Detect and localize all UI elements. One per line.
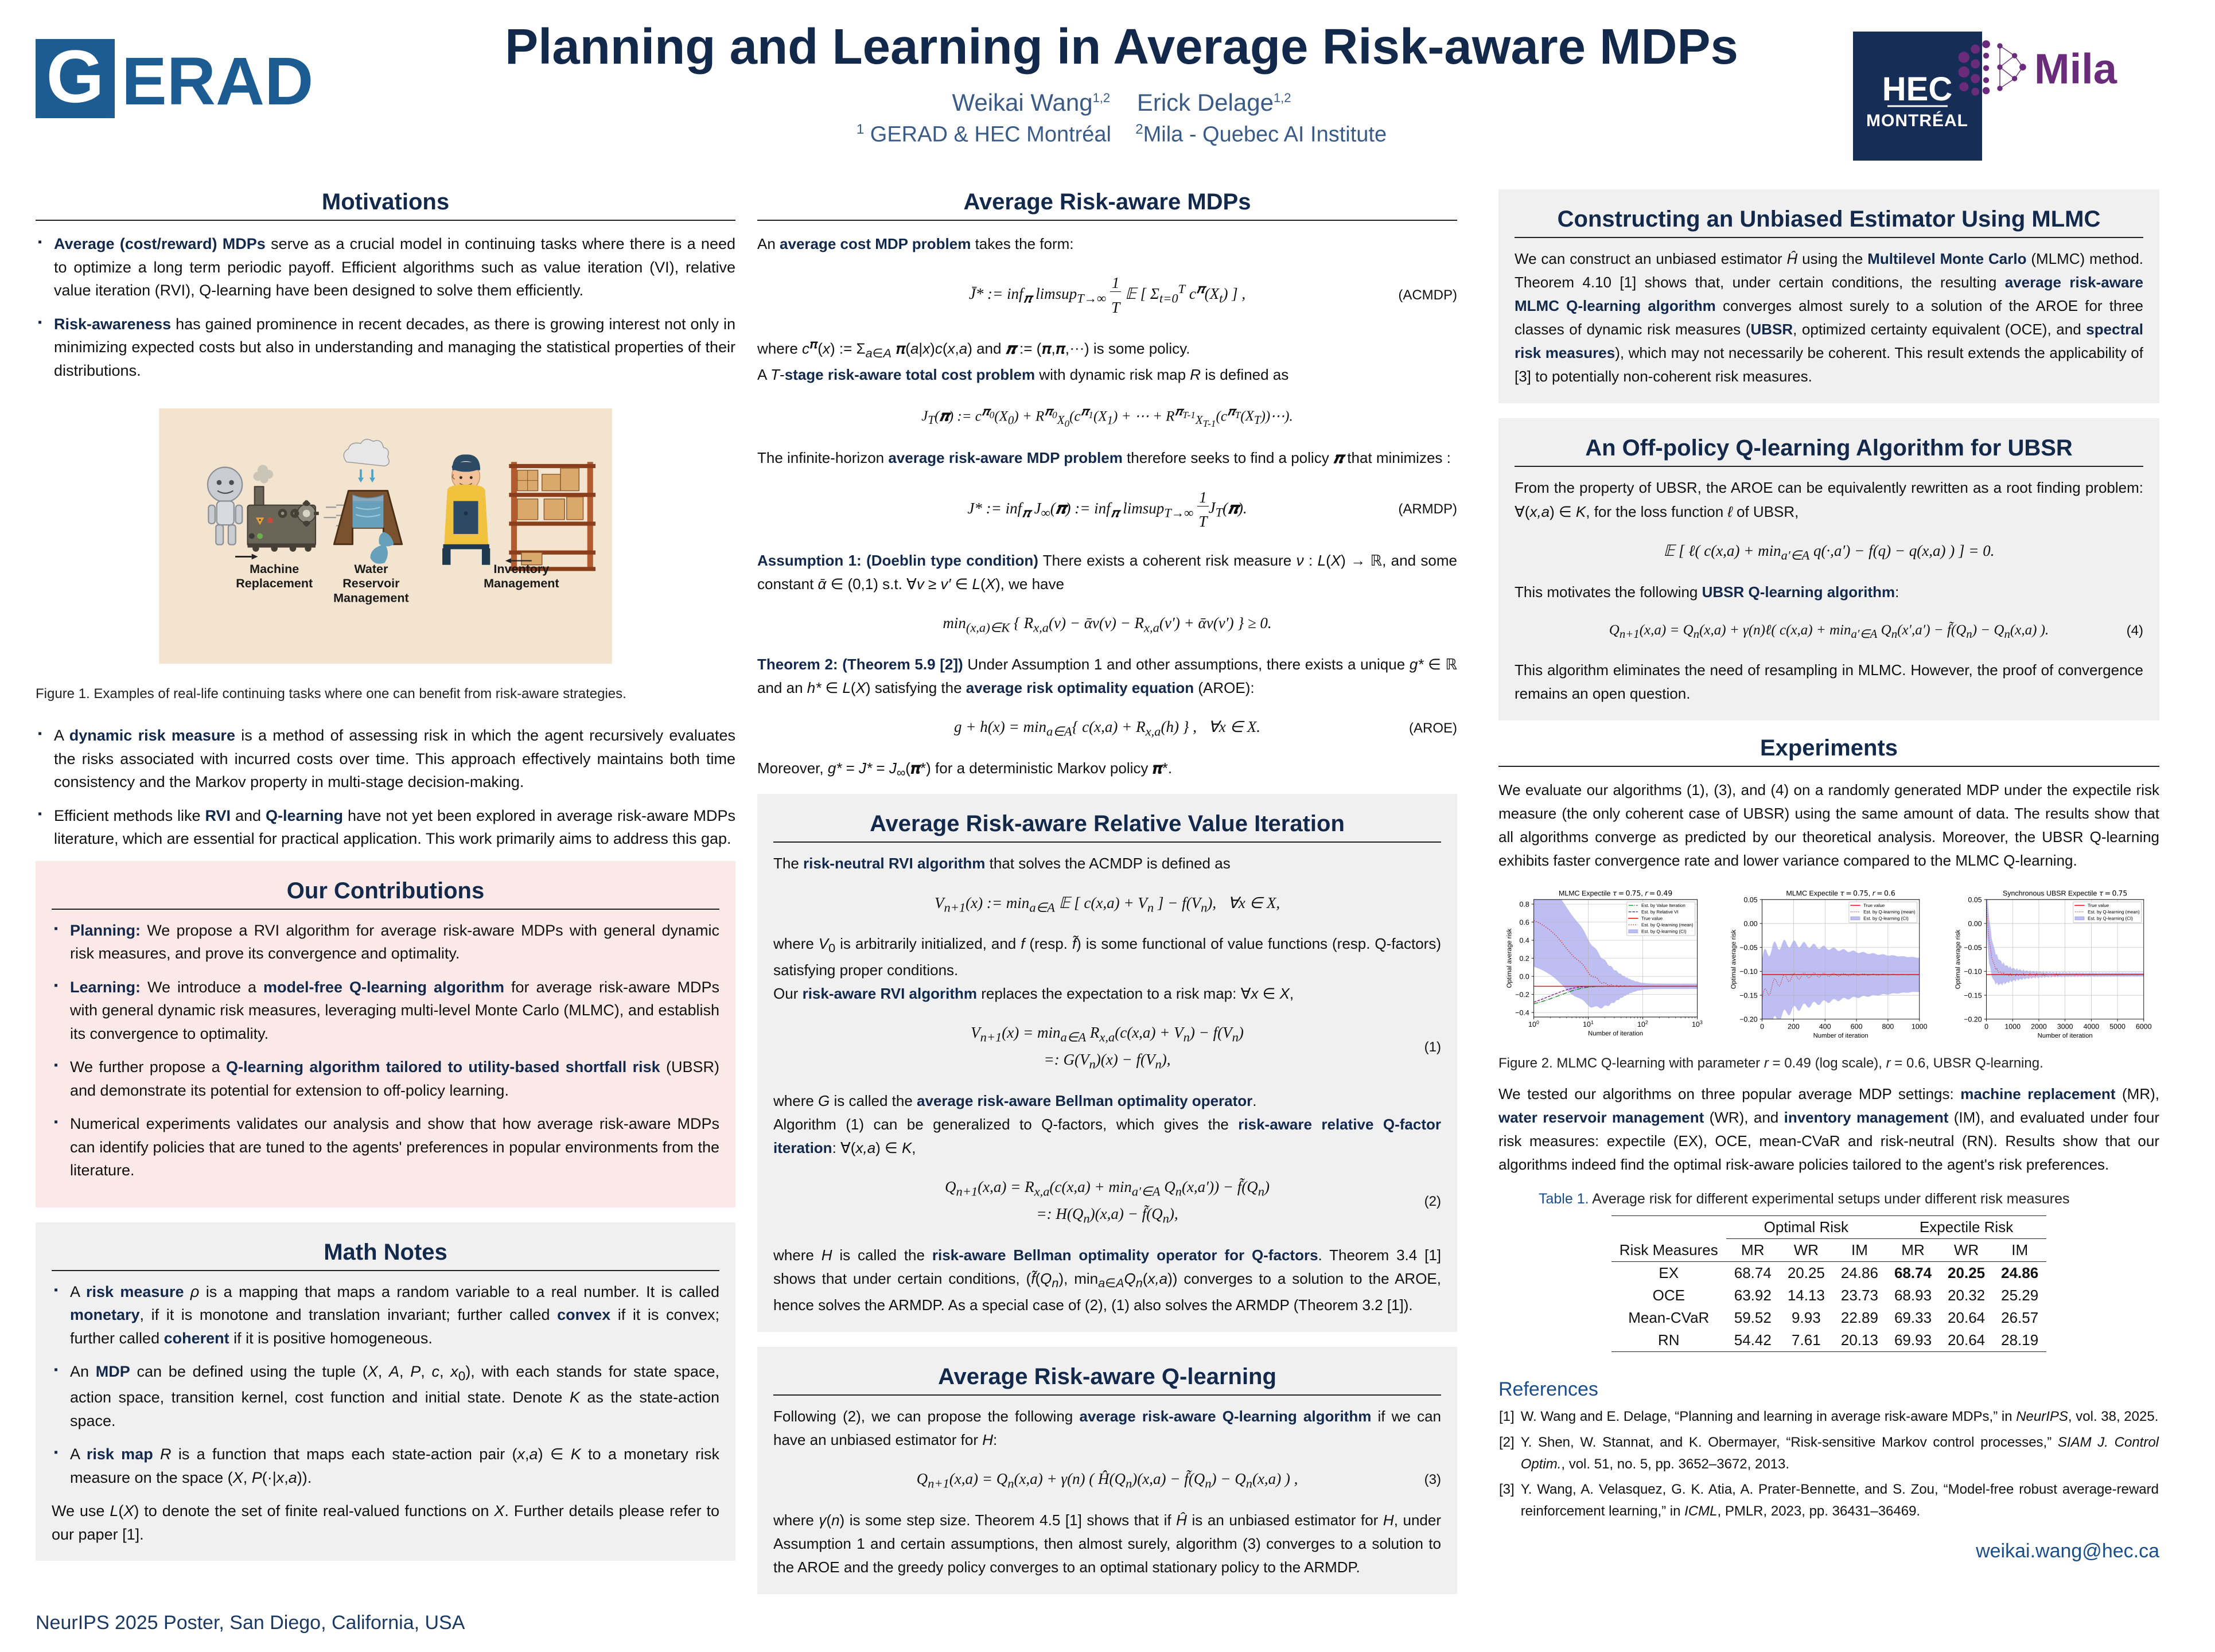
svg-text:Inventory: Inventory <box>493 562 549 576</box>
svg-text:Replacement: Replacement <box>236 576 313 590</box>
svg-text:Water: Water <box>354 562 388 576</box>
svg-text:Management: Management <box>484 576 559 590</box>
svg-text:G: G <box>46 34 104 118</box>
svg-text:Machine: Machine <box>250 562 299 576</box>
svg-text:ERAD: ERAD <box>122 44 313 119</box>
svg-text:MONTRÉAL: MONTRÉAL <box>1866 111 1968 130</box>
svg-text:Management: Management <box>333 591 409 605</box>
svg-text:Reservoir: Reservoir <box>342 576 400 590</box>
svg-text:Mila: Mila <box>2034 45 2117 93</box>
svg-text:HEC: HEC <box>1882 71 1952 108</box>
